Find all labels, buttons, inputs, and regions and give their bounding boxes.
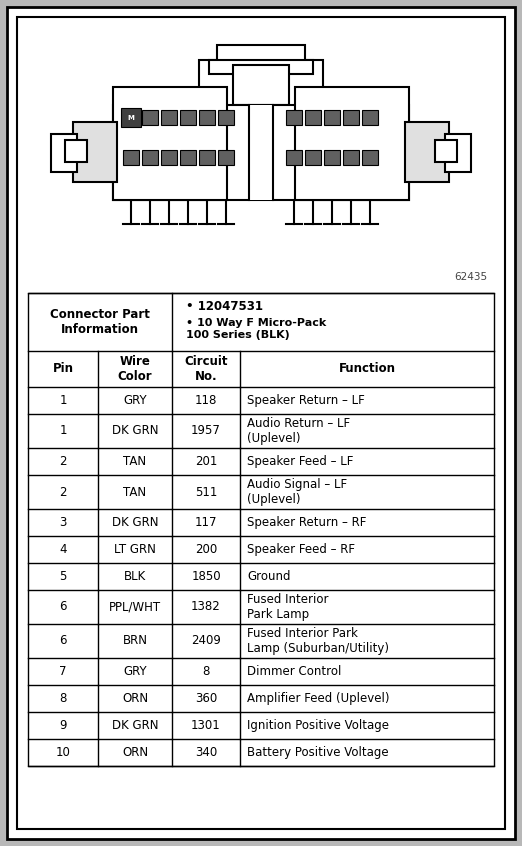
Bar [324,150,340,165]
Bar [305,110,321,125]
Text: BRN: BRN [123,634,148,647]
Bar [209,60,313,74]
Text: Audio Return – LF
(Uplevel): Audio Return – LF (Uplevel) [247,417,350,445]
Text: 1850: 1850 [191,570,221,583]
Text: Circuit
No.: Circuit No. [184,355,228,383]
Text: 8: 8 [60,692,67,705]
Text: DK GRN: DK GRN [112,719,158,732]
Text: M: M [127,114,135,120]
Text: 62435: 62435 [454,272,487,282]
Text: DK GRN: DK GRN [112,516,158,529]
Text: • 12047531: • 12047531 [186,300,263,314]
Bar [180,110,196,125]
Text: 7: 7 [60,665,67,678]
Text: Function: Function [338,362,396,376]
Text: 511: 511 [195,486,217,498]
Text: 200: 200 [195,543,217,556]
Bar [121,108,141,127]
Bar [362,150,378,165]
Text: 360: 360 [195,692,217,705]
Text: 8: 8 [203,665,210,678]
Text: Fused Interior Park
Lamp (Suburban/Utility): Fused Interior Park Lamp (Suburban/Utili… [247,627,389,655]
Bar [123,110,139,125]
Bar [362,110,378,125]
Bar [305,150,321,165]
Bar [113,87,227,200]
Text: BLK: BLK [124,570,146,583]
Text: 1301: 1301 [191,719,221,732]
Bar [28,293,494,766]
Text: DK GRN: DK GRN [112,425,158,437]
Text: 9: 9 [60,719,67,732]
Bar [218,150,234,165]
Bar [161,110,177,125]
Text: 6: 6 [60,634,67,647]
Text: Speaker Feed – LF: Speaker Feed – LF [247,455,353,468]
Text: Battery Positive Voltage: Battery Positive Voltage [247,746,388,759]
Bar [218,110,234,125]
Bar [199,110,215,125]
Text: • 10 Way F Micro-Pack
100 Series (BLK): • 10 Way F Micro-Pack 100 Series (BLK) [186,318,326,340]
Text: 340: 340 [195,746,217,759]
Bar [217,45,305,67]
Bar [343,110,359,125]
Text: 2: 2 [60,486,67,498]
Bar [199,150,215,165]
Bar [233,65,289,105]
Bar [445,134,471,172]
Text: GRY: GRY [123,665,147,678]
Text: 1: 1 [60,394,67,407]
Bar [113,105,409,200]
Bar [199,60,323,110]
Text: 3: 3 [60,516,67,529]
Text: 1957: 1957 [191,425,221,437]
Text: 1: 1 [60,425,67,437]
Bar [295,87,409,200]
Text: Fused Interior
Park Lamp: Fused Interior Park Lamp [247,593,328,621]
Bar [73,122,117,182]
Text: TAN: TAN [123,486,147,498]
Text: Ground: Ground [247,570,291,583]
Text: Audio Signal – LF
(Uplevel): Audio Signal – LF (Uplevel) [247,478,347,506]
Text: 201: 201 [195,455,217,468]
Text: Pin: Pin [53,362,74,376]
Text: GRY: GRY [123,394,147,407]
Bar [286,150,302,165]
Bar [405,122,449,182]
Text: PPL/WHT: PPL/WHT [109,601,161,613]
Bar [123,150,139,165]
Text: Speaker Return – LF: Speaker Return – LF [247,394,365,407]
Bar [249,105,273,200]
Text: Speaker Feed – RF: Speaker Feed – RF [247,543,355,556]
Bar [51,134,77,172]
Bar [65,140,87,162]
Text: 2: 2 [60,455,67,468]
Bar [435,140,457,162]
Text: ORN: ORN [122,692,148,705]
Text: 1382: 1382 [191,601,221,613]
Text: 6: 6 [60,601,67,613]
Text: 10: 10 [55,746,70,759]
Text: 2409: 2409 [191,634,221,647]
Text: Wire
Color: Wire Color [117,355,152,383]
Bar [161,150,177,165]
Text: LT GRN: LT GRN [114,543,156,556]
Bar [142,150,158,165]
Bar [343,150,359,165]
Bar [180,150,196,165]
Text: TAN: TAN [123,455,147,468]
Text: 118: 118 [195,394,217,407]
Text: 117: 117 [195,516,217,529]
Text: 4: 4 [60,543,67,556]
Text: 5: 5 [60,570,67,583]
Text: Speaker Return – RF: Speaker Return – RF [247,516,366,529]
Text: Connector Part
Information: Connector Part Information [50,308,150,336]
Text: Amplifier Feed (Uplevel): Amplifier Feed (Uplevel) [247,692,389,705]
Bar [142,110,158,125]
Text: Ignition Positive Voltage: Ignition Positive Voltage [247,719,389,732]
Bar [324,110,340,125]
Bar [286,110,302,125]
Text: Dimmer Control: Dimmer Control [247,665,341,678]
Text: ORN: ORN [122,746,148,759]
